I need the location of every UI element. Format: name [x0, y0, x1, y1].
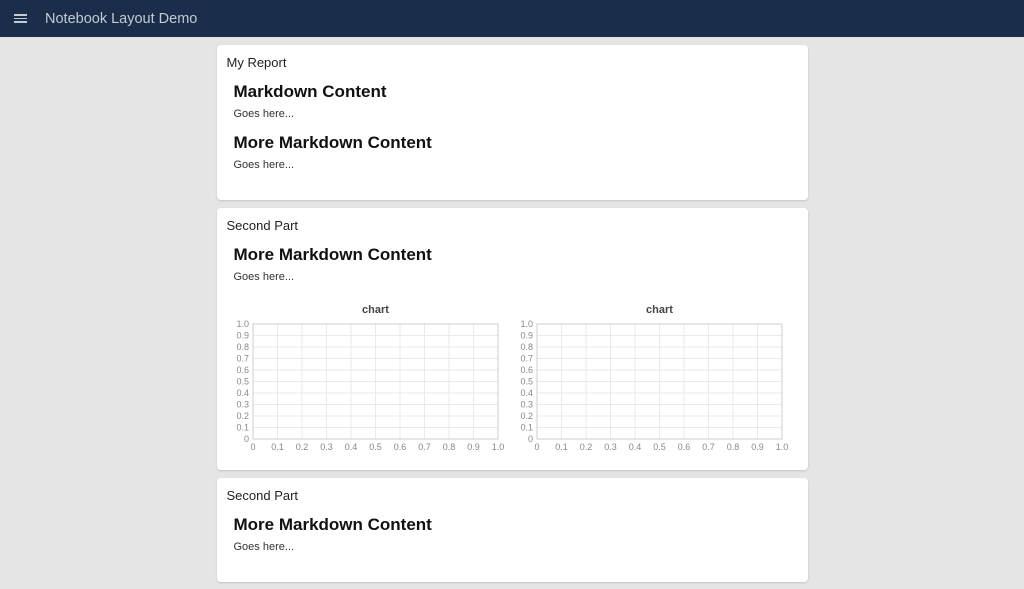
- svg-text:0.7: 0.7: [702, 442, 715, 452]
- svg-text:0.1: 0.1: [555, 442, 568, 452]
- svg-text:0.4: 0.4: [520, 388, 533, 398]
- svg-text:0.6: 0.6: [236, 365, 249, 375]
- svg-text:0.5: 0.5: [369, 442, 382, 452]
- svg-text:0.9: 0.9: [520, 331, 533, 341]
- svg-text:0.5: 0.5: [653, 442, 666, 452]
- svg-text:0.4: 0.4: [236, 388, 249, 398]
- svg-text:0.4: 0.4: [628, 442, 641, 452]
- svg-text:0.9: 0.9: [236, 331, 249, 341]
- svg-text:0.6: 0.6: [677, 442, 690, 452]
- svg-text:0: 0: [527, 434, 532, 444]
- svg-text:0.3: 0.3: [520, 400, 533, 410]
- svg-text:0.5: 0.5: [520, 377, 533, 387]
- svg-text:0: 0: [534, 442, 539, 452]
- svg-text:0: 0: [243, 434, 248, 444]
- svg-text:1.0: 1.0: [520, 319, 533, 329]
- svg-text:0.1: 0.1: [271, 442, 284, 452]
- svg-text:0.1: 0.1: [236, 423, 249, 433]
- svg-text:1.0: 1.0: [775, 442, 788, 452]
- svg-text:0.3: 0.3: [320, 442, 333, 452]
- svg-text:0.6: 0.6: [393, 442, 406, 452]
- svg-text:0.9: 0.9: [751, 442, 764, 452]
- svg-text:0.2: 0.2: [236, 411, 249, 421]
- svg-text:0.8: 0.8: [520, 342, 533, 352]
- svg-text:0.3: 0.3: [604, 442, 617, 452]
- svg-text:1.0: 1.0: [236, 319, 249, 329]
- svg-text:0.4: 0.4: [344, 442, 357, 452]
- svg-text:0.8: 0.8: [236, 342, 249, 352]
- svg-text:0.8: 0.8: [442, 442, 455, 452]
- svg-text:0.3: 0.3: [236, 400, 249, 410]
- svg-text:0.1: 0.1: [520, 423, 533, 433]
- svg-text:0.7: 0.7: [236, 354, 249, 364]
- svg-text:1.0: 1.0: [491, 442, 504, 452]
- svg-text:0.6: 0.6: [520, 365, 533, 375]
- svg-text:chart: chart: [362, 304, 389, 316]
- svg-text:0.2: 0.2: [579, 442, 592, 452]
- svg-text:chart: chart: [646, 304, 673, 316]
- svg-text:0.9: 0.9: [467, 442, 480, 452]
- svg-text:0.7: 0.7: [418, 442, 431, 452]
- svg-text:0.2: 0.2: [295, 442, 308, 452]
- svg-text:0: 0: [250, 442, 255, 452]
- svg-text:0.7: 0.7: [520, 354, 533, 364]
- svg-text:0.5: 0.5: [236, 377, 249, 387]
- svg-text:0.8: 0.8: [726, 442, 739, 452]
- svg-text:0.2: 0.2: [520, 411, 533, 421]
